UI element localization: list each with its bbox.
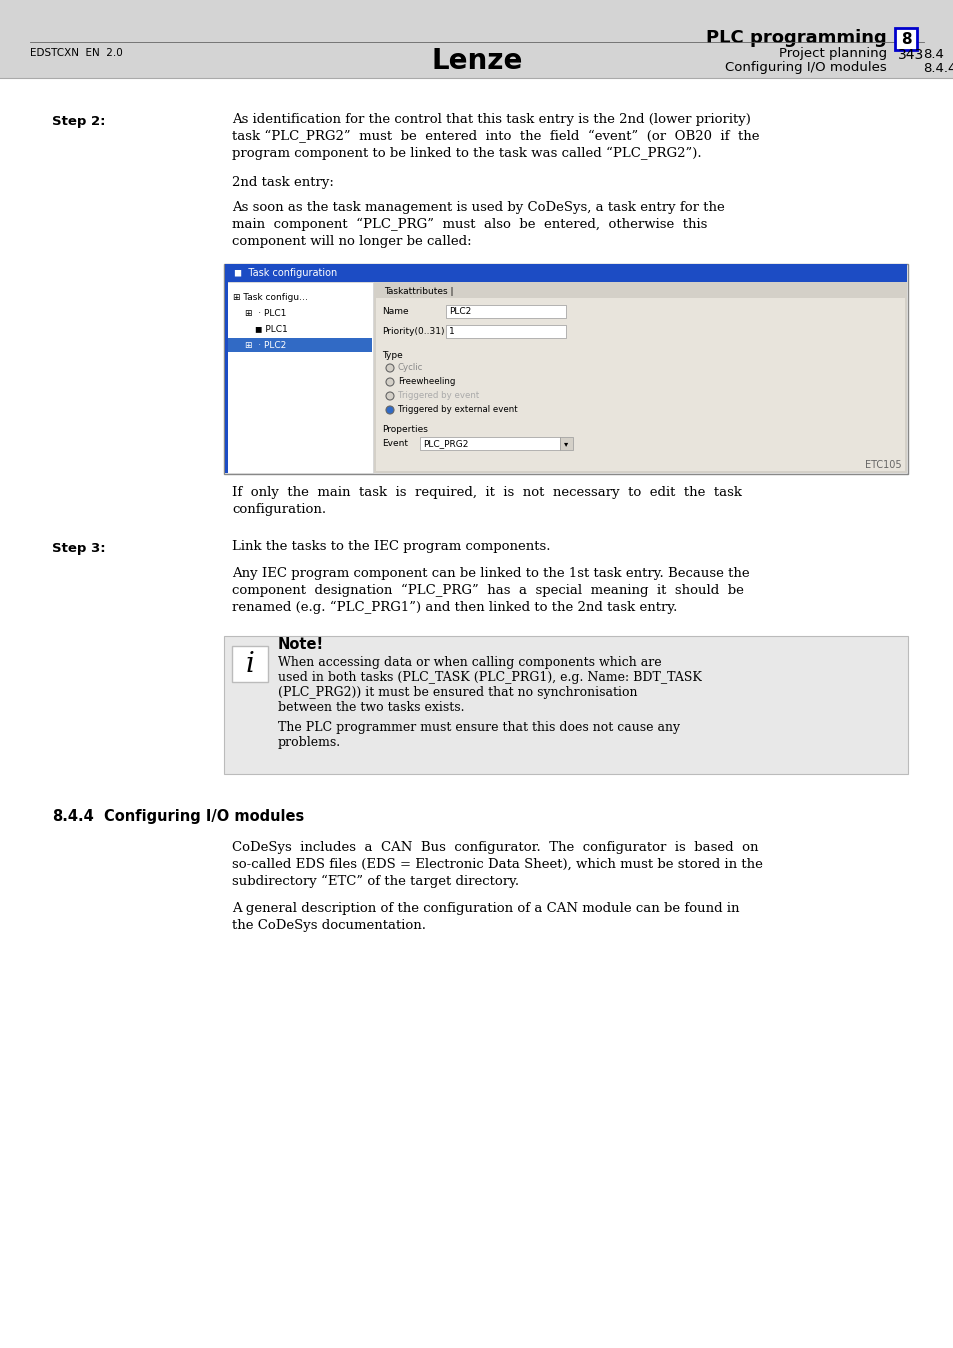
Text: Project planning: Project planning [778, 47, 886, 61]
Text: EDSTCXN  EN  2.0: EDSTCXN EN 2.0 [30, 49, 123, 58]
Circle shape [386, 377, 394, 386]
Bar [894, 28, 916, 50]
Text: the CoDeSys documentation.: the CoDeSys documentation. [232, 919, 426, 931]
Circle shape [386, 406, 394, 414]
Bar [419, 437, 559, 450]
Text: 8.4: 8.4 [923, 47, 943, 61]
Text: task “PLC_PRG2”  must  be  entered  into  the  field  “event”  (or  OB20  if  th: task “PLC_PRG2” must be entered into the… [232, 129, 759, 143]
Text: used in both tasks (PLC_TASK (PLC_PRG1), e.g. Name: BDT_TASK: used in both tasks (PLC_TASK (PLC_PRG1),… [277, 671, 701, 683]
Text: component will no longer be called:: component will no longer be called: [232, 235, 471, 248]
Text: Properties: Properties [381, 425, 428, 434]
Text: i: i [245, 651, 254, 678]
Text: component  designation  “PLC_PRG”  has  a  special  meaning  it  should  be: component designation “PLC_PRG” has a sp… [232, 584, 743, 597]
Bar [224, 636, 907, 774]
Text: A general description of the configuration of a CAN module can be found in: A general description of the configurati… [232, 902, 739, 915]
Bar [225, 282, 373, 473]
Text: Cyclic: Cyclic [397, 364, 423, 372]
Bar [0, 0, 953, 78]
Text: ◼ PLC1: ◼ PLC1 [254, 325, 288, 333]
Text: 1: 1 [449, 328, 455, 336]
Text: configuration.: configuration. [232, 503, 326, 516]
Text: As soon as the task management is used by CoDeSys, a task entry for the: As soon as the task management is used b… [232, 201, 724, 214]
Text: ⊞  · PLC1: ⊞ · PLC1 [245, 309, 286, 318]
Bar [225, 264, 906, 282]
Text: Taskattributes |: Taskattributes | [384, 287, 453, 295]
Text: (PLC_PRG2)) it must be ensured that no synchronisation: (PLC_PRG2)) it must be ensured that no s… [277, 686, 637, 700]
Text: so-called EDS files (EDS = Electronic Data Sheet), which must be stored in the: so-called EDS files (EDS = Electronic Da… [232, 857, 762, 871]
Text: Name: Name [381, 306, 408, 315]
Text: 343: 343 [897, 49, 923, 62]
Bar [559, 437, 573, 450]
Bar [228, 338, 372, 352]
Text: Lenze: Lenze [431, 47, 522, 75]
Text: Configuring I/O modules: Configuring I/O modules [724, 62, 886, 74]
Text: CoDeSys  includes  a  CAN  Bus  configurator.  The  configurator  is  based  on: CoDeSys includes a CAN Bus configurator.… [232, 841, 758, 855]
Text: Event: Event [381, 438, 408, 448]
Circle shape [386, 364, 394, 372]
Text: Note!: Note! [277, 638, 324, 652]
Text: subdirectory “ETC” of the target directory.: subdirectory “ETC” of the target directo… [232, 875, 518, 888]
Text: 8.4.4: 8.4.4 [52, 809, 93, 824]
Text: Step 2:: Step 2: [52, 115, 106, 128]
Text: renamed (e.g. “PLC_PRG1”) and then linked to the 2nd task entry.: renamed (e.g. “PLC_PRG1”) and then linke… [232, 601, 677, 615]
Bar [446, 305, 565, 318]
Text: Any IEC program component can be linked to the 1st task entry. Because the: Any IEC program component can be linked … [232, 568, 749, 580]
Text: ◼  Task configuration: ◼ Task configuration [233, 268, 337, 278]
Text: When accessing data or when calling components which are: When accessing data or when calling comp… [277, 656, 661, 669]
Text: PLC_PRG2: PLC_PRG2 [422, 439, 468, 448]
Text: If  only  the  main  task  is  required,  it  is  not  necessary  to  edit  the : If only the main task is required, it is… [232, 487, 741, 499]
Text: 8.4.4: 8.4.4 [923, 62, 953, 74]
Bar [374, 282, 906, 473]
Text: Step 3:: Step 3: [52, 542, 106, 555]
Text: ⊞ Task configu…: ⊞ Task configu… [233, 293, 308, 302]
Text: Configuring I/O modules: Configuring I/O modules [104, 809, 304, 824]
Text: program component to be linked to the task was called “PLC_PRG2”).: program component to be linked to the ta… [232, 147, 700, 160]
Text: 2nd task entry:: 2nd task entry: [232, 177, 334, 189]
Circle shape [386, 392, 394, 400]
Text: Triggered by event: Triggered by event [397, 391, 478, 400]
Bar [375, 298, 904, 470]
Text: ▾: ▾ [563, 439, 568, 448]
Text: ⊞  · PLC2: ⊞ · PLC2 [245, 341, 286, 349]
Text: PLC2: PLC2 [449, 307, 471, 315]
Bar [375, 284, 904, 298]
Text: The PLC programmer must ensure that this does not cause any: The PLC programmer must ensure that this… [277, 721, 679, 735]
Text: Freewheeling: Freewheeling [397, 377, 455, 387]
Text: Link the tasks to the IEC program components.: Link the tasks to the IEC program compon… [232, 541, 550, 553]
Text: ETC105: ETC105 [864, 460, 901, 470]
Text: Type: Type [381, 350, 402, 360]
Text: between the two tasks exists.: between the two tasks exists. [277, 701, 464, 714]
Text: 8: 8 [900, 31, 910, 46]
Bar [446, 325, 565, 338]
Text: Priority(0..31): Priority(0..31) [381, 326, 444, 336]
Bar [232, 646, 268, 682]
Bar [225, 282, 228, 473]
Text: As identification for the control that this task entry is the 2nd (lower priorit: As identification for the control that t… [232, 113, 750, 125]
Text: Triggered by external event: Triggered by external event [397, 406, 517, 414]
Text: main  component  “PLC_PRG”  must  also  be  entered,  otherwise  this: main component “PLC_PRG” must also be en… [232, 218, 706, 232]
Bar [224, 264, 907, 474]
Text: PLC programming: PLC programming [705, 30, 886, 47]
Text: problems.: problems. [277, 736, 341, 749]
